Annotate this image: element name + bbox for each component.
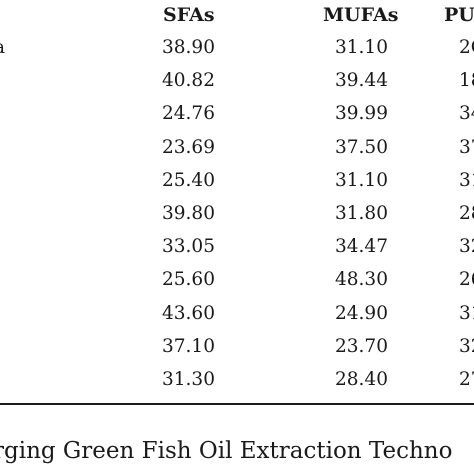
mufas-cell: 31.10 — [335, 37, 388, 58]
sfas-cell: 25.40 — [162, 169, 215, 191]
sfas-cell: 23.69 — [162, 136, 215, 158]
row-label-cell: a — [0, 31, 5, 64]
sfas-cell: 39.80 — [162, 203, 215, 224]
pufas-cell: 2C — [459, 37, 474, 58]
sfas-cell: 24.76 — [162, 103, 215, 125]
mufas-cell: 28.40 — [335, 369, 388, 390]
pufas-cell: 26 — [459, 269, 474, 291]
table-row: 37.10 23.70 32 — [0, 330, 474, 363]
sfas-cell: 37.10 — [162, 335, 215, 357]
mufas-cell: 31.10 — [335, 169, 388, 191]
mufas-cell: 34.47 — [335, 236, 388, 258]
pufas-cell: 32 — [459, 335, 474, 357]
sfas-cell: 38.90 — [162, 37, 215, 58]
sfas-cell: 31.30 — [162, 369, 215, 390]
pufas-cell: 31 — [459, 169, 474, 191]
pufas-cell: 37 — [459, 136, 474, 158]
mufas-cell: 39.99 — [335, 103, 388, 125]
table-header-row: SFAs MUFAs PU — [0, 0, 474, 30]
pufas-cell: 34 — [459, 103, 474, 125]
mufas-cell: 24.90 — [335, 302, 388, 324]
pufas-cell: 32 — [459, 236, 474, 258]
table-row: 23.69 37.50 37 — [0, 131, 474, 164]
table-row: 43.60 24.90 31 — [0, 297, 474, 330]
pufas-cell: 18 — [459, 70, 474, 92]
table-row: 40.82 39.44 18 — [0, 64, 474, 97]
mufas-cell: 39.44 — [335, 70, 388, 92]
pufas-cell: 27 — [459, 369, 474, 390]
table-row: 39.80 31.80 28 — [0, 197, 474, 230]
table-row: 25.40 31.10 31 — [0, 164, 474, 197]
table-row: a 38.90 31.10 2C — [0, 31, 474, 64]
header-sfas: SFAs — [163, 4, 215, 26]
mufas-cell: 23.70 — [335, 335, 388, 357]
sfas-cell: 25.60 — [162, 269, 215, 291]
mufas-cell: 37.50 — [335, 136, 388, 158]
pufas-cell: 28 — [459, 203, 474, 224]
mufas-cell: 31.80 — [335, 203, 388, 224]
sfas-cell: 43.60 — [162, 302, 215, 324]
sfas-cell: 33.05 — [162, 236, 215, 258]
sfas-cell: 40.82 — [162, 70, 215, 92]
table-bottom-rule — [0, 403, 474, 405]
table-row: 31.30 28.40 27 — [0, 363, 474, 396]
table-row: 33.05 34.47 32 — [0, 230, 474, 263]
table-caption: rging Green Fish Oil Extraction Techno — [0, 438, 453, 464]
pufas-cell: 31 — [459, 302, 474, 324]
header-mufas: MUFAs — [323, 4, 399, 26]
table-row: 24.76 39.99 34 — [0, 97, 474, 130]
mufas-cell: 48.30 — [335, 269, 388, 291]
header-pufas: PU — [444, 4, 474, 26]
table-row: 25.60 48.30 26 — [0, 263, 474, 296]
